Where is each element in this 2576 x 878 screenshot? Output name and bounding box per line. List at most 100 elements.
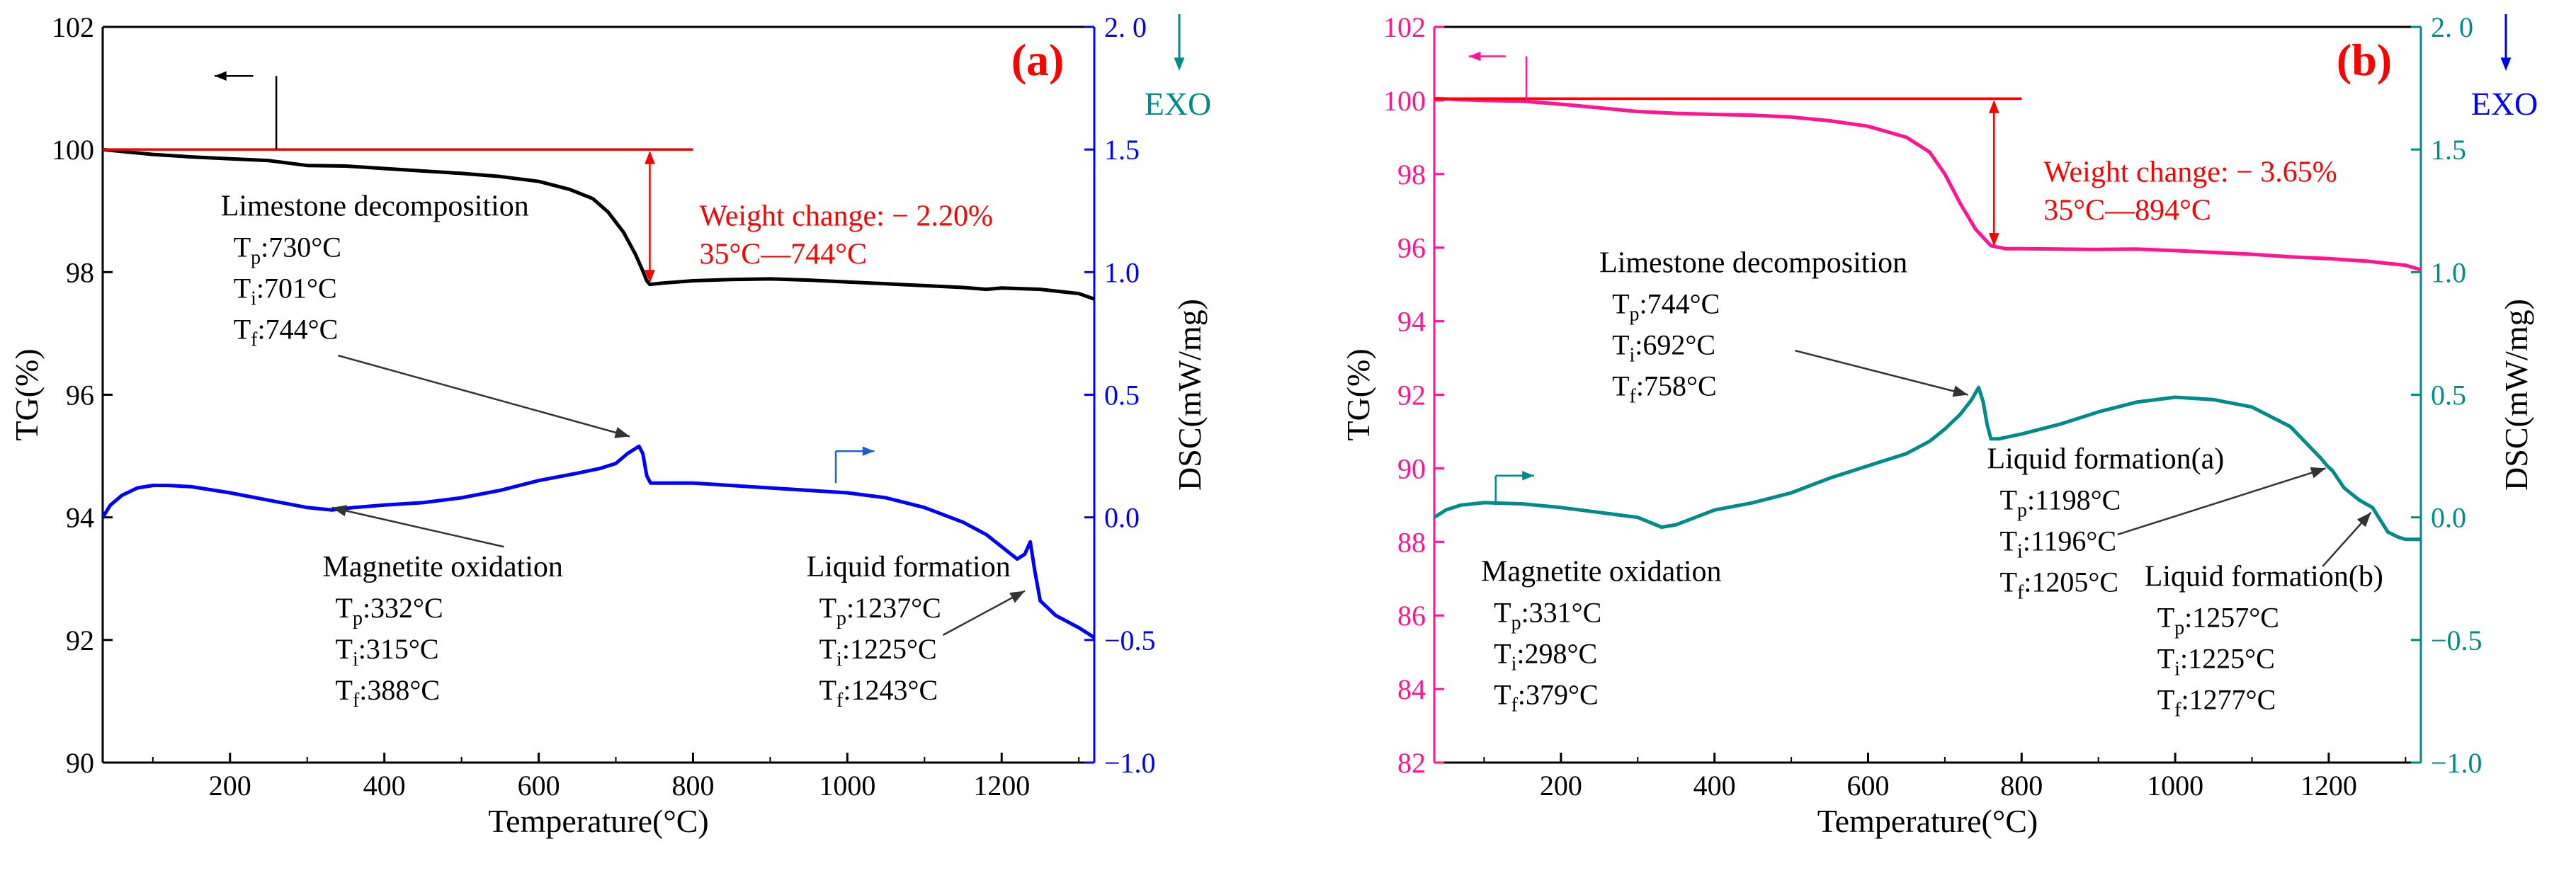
x-tick-label: 800 [671, 770, 714, 802]
panel-label: (a) [1011, 35, 1065, 85]
annotation-arrow-head [2356, 512, 2371, 528]
annotation-title: Limestone decomposition [221, 190, 529, 223]
annotation-value: Tp:744°C [1612, 287, 1720, 325]
panel-label: (b) [2337, 35, 2392, 85]
annotation-value: Tf:1243°C [819, 674, 938, 712]
y-left-tick-label: 96 [66, 380, 94, 411]
annotation-value: Tp:1237°C [819, 592, 941, 629]
weight-arrow-head-top [1988, 100, 1999, 113]
weight-range-text: 35°C—894°C [2043, 195, 2211, 227]
y-left-tick-label: 92 [66, 625, 94, 656]
y-right-tick-label: −0.5 [2431, 625, 2483, 656]
series-line-tg [102, 147, 1095, 301]
y-right-tick-label: 0.0 [2431, 502, 2466, 534]
x-tick-label: 600 [1846, 770, 1889, 802]
weight-arrow-head-top [645, 151, 655, 164]
y-right-tick-label: 1.0 [1104, 256, 1140, 288]
annotation-value: Ti:692°C [1612, 329, 1715, 366]
annotation-title: Magnetite oxidation [323, 551, 563, 583]
x-tick-label: 800 [2000, 770, 2043, 802]
annotation-arrow-head [2310, 467, 2326, 479]
y-left-tick-label: 88 [1397, 526, 1426, 558]
annotation-title: Liquid formation(b) [2145, 561, 2383, 593]
x-tick-label: 1200 [973, 770, 1030, 802]
weight-arrow-head-bottom [645, 270, 655, 283]
series-line-dsc [1433, 385, 2421, 542]
exo-label: EXO [1145, 86, 1212, 122]
annotation-arrow [337, 354, 630, 438]
y-left-tick-label: 94 [1397, 306, 1426, 338]
exo-arrow-head [2500, 57, 2512, 71]
annotation-arrow [2117, 467, 2326, 536]
y-left-tick-label: 92 [1397, 380, 1426, 411]
x-tick-label: 1000 [2147, 770, 2203, 802]
y-right-tick-label: 1.0 [2431, 256, 2466, 288]
exo-label: EXO [2471, 86, 2538, 122]
annotation-value: Ti:315°C [336, 633, 439, 671]
y-right-tick-label: 0.5 [2431, 380, 2466, 411]
annotation-value: Ti:1196°C [2000, 525, 2117, 562]
x-tick-label: 1000 [819, 770, 875, 802]
x-tick-label: 1200 [2300, 770, 2357, 802]
y-right-tick-label: 0.5 [1104, 380, 1140, 411]
y-left-tick-label: 102 [52, 11, 94, 43]
y-right-tick-label: 1.5 [1104, 134, 1140, 166]
series-indicator-head [214, 71, 227, 81]
annotation-title: Magnetite oxidation [1481, 556, 1721, 588]
y-right-tick-label: −1.0 [2431, 747, 2483, 779]
annotation-arrow-head [614, 427, 630, 438]
weight-arrow-head-bottom [1988, 233, 1999, 246]
annotation-arrow [331, 506, 504, 548]
y-right-tick-label: −0.5 [1104, 625, 1156, 656]
series-indicator-head [862, 446, 875, 456]
weight-range-text: 35°C—744°C [699, 238, 867, 270]
x-tick-label: 400 [1693, 770, 1736, 802]
y-left-tick-label: 90 [1397, 452, 1426, 484]
annotation-value: Tf:744°C [234, 314, 339, 351]
y-left-tick-label: 100 [1383, 85, 1426, 117]
annotation-arrow-head [1009, 591, 1025, 603]
annotation-arrow [942, 590, 1026, 637]
y-left-tick-label: 96 [1397, 232, 1426, 264]
weight-change-text: Weight change: − 3.65% [2043, 156, 2337, 189]
series-line-dsc [101, 444, 1096, 639]
y-right-tick-label: −1.0 [1104, 747, 1156, 779]
y-left-tick-label: 98 [1397, 159, 1426, 190]
annotation-value: Tp:331°C [1494, 597, 1601, 634]
annotation-value: Tp:332°C [336, 592, 443, 629]
y-left-label: TG(%) [8, 348, 45, 440]
y-right-tick-label: 2. 0 [1104, 11, 1147, 43]
annotation-value: Tp:730°C [234, 232, 341, 269]
y-left-tick-label: 102 [1383, 11, 1426, 43]
annotation-value: Ti:1225°C [819, 633, 937, 671]
y-right-tick-label: 2. 0 [2431, 11, 2473, 43]
annotation-arrow-head [331, 505, 348, 517]
x-tick-label: 200 [1540, 770, 1582, 802]
exo-arrow-head [1174, 57, 1185, 71]
y-left-label: TG(%) [1340, 348, 1376, 440]
annotation-arrow [1795, 349, 1968, 396]
y-left-tick-label: 98 [66, 256, 94, 288]
annotation-value: Tf:379°C [1494, 679, 1599, 717]
x-tick-label: 400 [363, 770, 406, 802]
y-right-label: DSC(mW/mg) [1171, 299, 1208, 491]
y-right-label: DSC(mW/mg) [2498, 299, 2534, 491]
x-tick-label: 600 [518, 770, 560, 802]
y-left-tick-label: 90 [66, 747, 94, 779]
x-axis-label: Temperature(°C) [1817, 803, 2038, 839]
y-left-tick-label: 86 [1397, 600, 1426, 632]
x-axis-label: Temperature(°C) [488, 803, 708, 839]
y-left-tick-label: 82 [1397, 747, 1426, 779]
series-indicator-head [1522, 471, 1534, 481]
y-right-tick-label: 0.0 [1104, 502, 1140, 534]
x-tick-label: 200 [209, 770, 251, 802]
y-left-tick-label: 84 [1397, 673, 1426, 705]
y-left-tick-label: 100 [52, 134, 94, 166]
annotation-value: Tf:388°C [336, 674, 441, 712]
annotation-value: Tp:1198°C [2000, 484, 2121, 521]
annotation-value: Ti:701°C [234, 273, 337, 310]
annotation-value: Ti:298°C [1494, 638, 1597, 675]
annotation-value: Tp:1257°C [2157, 602, 2279, 639]
panel-a: 200 400 600 800 1000 1200 90 92 94 96 98 100 102 −1.0… [8, 11, 1211, 839]
